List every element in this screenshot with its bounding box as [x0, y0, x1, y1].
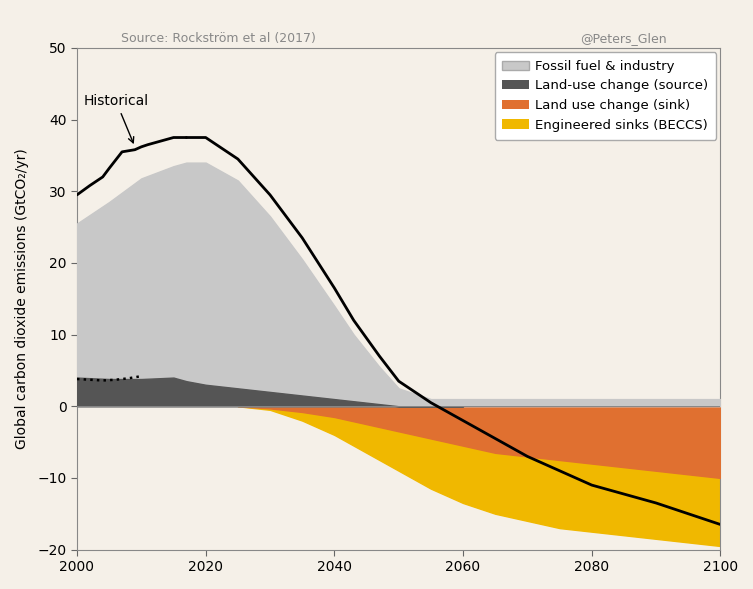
Legend: Fossil fuel & industry, Land-use change (source), Land use change (sink), Engine: Fossil fuel & industry, Land-use change …	[495, 52, 716, 140]
Y-axis label: Global carbon dioxide emissions (GtCO₂/yr): Global carbon dioxide emissions (GtCO₂/y…	[15, 148, 29, 449]
Text: Historical: Historical	[84, 94, 148, 143]
Text: Source: Rockström et al (2017): Source: Rockström et al (2017)	[121, 32, 316, 45]
Text: @Peters_Glen: @Peters_Glen	[581, 32, 667, 45]
